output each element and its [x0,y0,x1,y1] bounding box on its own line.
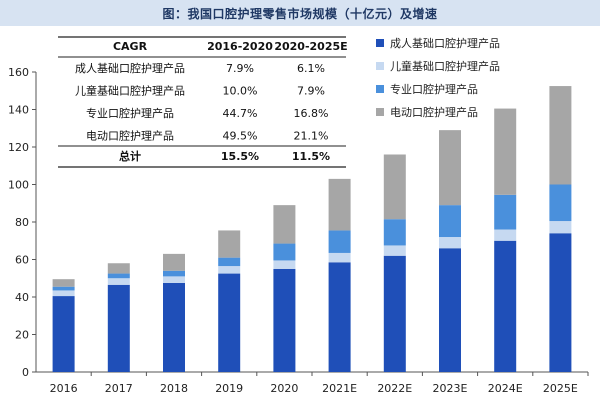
table-cell-value: 44.7% [223,107,258,120]
bar-segment [218,266,241,274]
table-cell-value: 7.9% [226,62,254,75]
bar-segment [439,237,461,249]
cagr-table: CAGR 2016-2020 2020-2025E 成人基础口腔护理产品 7.9% 6.1… [58,36,348,168]
x-tick-label: 2022E [377,382,412,395]
bar-segment [218,257,241,267]
table-cell-value: 6.1% [297,62,325,75]
bar-segment [494,194,517,230]
y-tick-label: 20 [15,329,29,342]
y-tick-label: 80 [15,216,29,229]
bar-segment [107,278,130,285]
bar-segment [163,253,185,271]
table-cell-value: 49.5% [223,130,258,143]
chart-axes: 0 20 40 60 80 100 120 140 160 2016 2017 2018 2019 202… [8,66,589,395]
bar-segment [163,270,185,277]
bar-segment [273,205,296,244]
x-tick-label: 2021E [322,382,357,395]
legend-label: 成人基础口腔护理产品 [390,36,500,50]
bar-segment [163,282,185,372]
y-tick-label: 100 [8,179,29,192]
bar-segment [439,248,461,372]
legend-swatch [376,85,384,93]
table-total-value: 15.5% [221,150,259,163]
table-header-cell: 2020-2025E [274,40,347,53]
bar-segment [107,273,130,279]
bar-segment [328,230,351,253]
x-tick-label: 2023E [433,382,468,395]
bar-segment [163,276,185,283]
legend-label: 专业口腔护理产品 [390,82,478,96]
legend-label: 儿童基础口腔护理产品 [390,59,500,73]
legend-swatch [376,39,384,47]
y-tick-label: 140 [8,104,29,117]
x-tick-label: 2018 [160,382,188,395]
bar-segment [273,260,296,269]
bar-segment [494,240,517,372]
bar-segment [52,286,75,291]
x-tick-label: 2019 [215,382,243,395]
bar-segment [549,86,572,185]
bar-segment [439,205,461,238]
bar-segment [52,296,75,372]
bar-segment [107,263,130,274]
x-tick-label: 2017 [105,382,133,395]
table-row-label: 电动口腔护理产品 [86,129,174,143]
table-total-label: 总计 [119,149,141,163]
bar-segment [383,219,406,246]
bar-segment [218,230,241,258]
table-cell-value: 16.8% [294,107,329,120]
table-cell-value: 21.1% [294,130,329,143]
bar-segment [494,229,517,241]
chart-bars [52,86,572,373]
bar-segment [383,154,406,220]
bar-segment [328,178,351,231]
bar-segment [107,284,130,372]
bar-segment [52,290,75,297]
bar-segment [52,279,75,287]
bar-segment [273,243,296,261]
bar-segment [549,184,572,222]
x-tick-label: 2020 [270,382,298,395]
title-bar: 图：我国口腔护理零售市场规模（十亿元）及增速 [0,0,600,26]
y-tick-label: 0 [22,366,29,379]
table-row-label: 成人基础口腔护理产品 [75,61,185,75]
bar-segment [549,233,572,372]
bar-segment [549,221,572,234]
y-tick-label: 40 [15,291,29,304]
bar-segment [218,273,241,372]
x-tick-label: 2025E [543,382,578,395]
y-tick-label: 60 [15,254,29,267]
y-tick-label: 120 [8,141,29,154]
bar-segment [328,252,351,263]
table-cell-value: 10.0% [223,85,258,98]
chart-title: 图：我国口腔护理零售市场规模（十亿元）及增速 [162,6,438,21]
legend-swatch [376,108,384,116]
legend-label: 电动口腔护理产品 [390,105,478,119]
x-tick-label: 2024E [488,382,523,395]
bar-segment [328,262,351,372]
table-total-value: 11.5% [292,150,330,163]
bar-segment [494,108,517,195]
table-header-cell: 2016-2020 [207,40,273,53]
table-header-cell: CAGR [113,40,148,53]
table-cell-value: 7.9% [297,85,325,98]
x-tick-label: 2016 [50,382,78,395]
legend-swatch [376,62,384,70]
table-row-label: 儿童基础口腔护理产品 [75,84,185,98]
table-row-label: 专业口腔护理产品 [86,106,174,120]
y-tick-label: 160 [8,66,29,79]
bar-segment [383,245,406,256]
bar-segment [383,255,406,372]
bar-segment [273,268,296,373]
bar-segment [439,130,461,206]
